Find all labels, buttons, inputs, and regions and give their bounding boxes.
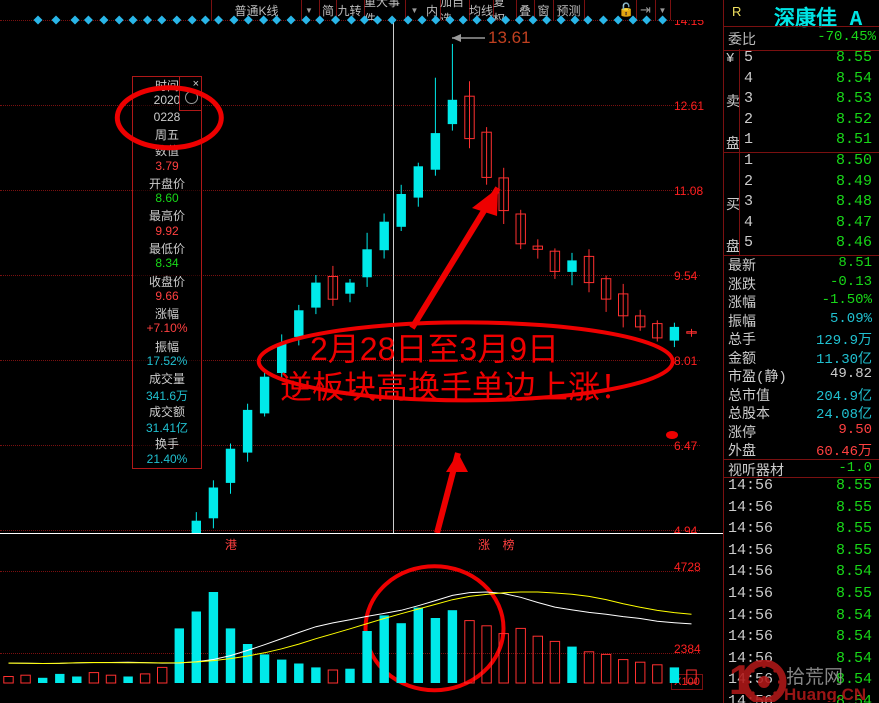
svg-text:Huang.CN: Huang.CN	[784, 685, 866, 702]
